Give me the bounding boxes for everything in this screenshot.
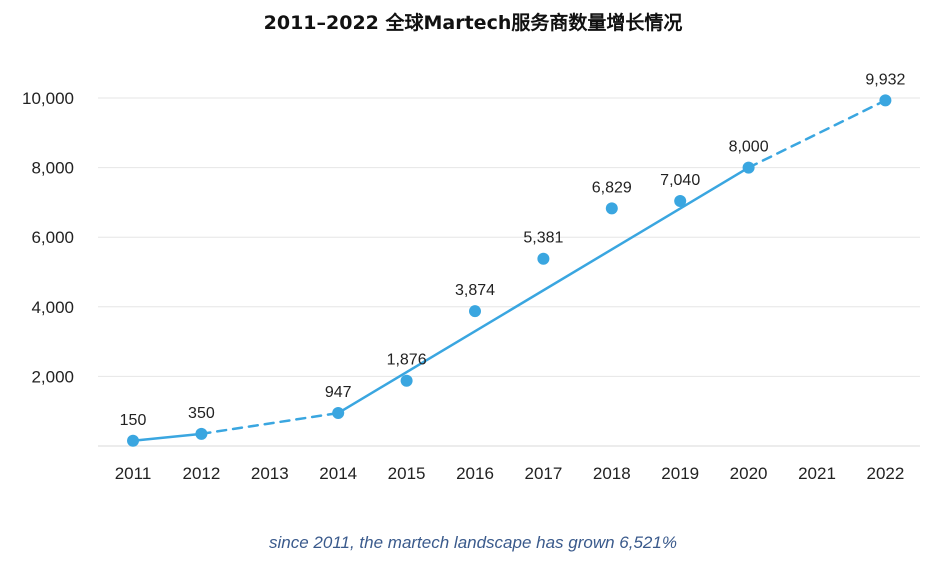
- data-point: [674, 195, 687, 208]
- x-tick-label: 2022: [866, 464, 904, 483]
- data-point: [400, 374, 413, 387]
- x-tick-label: 2015: [388, 464, 426, 483]
- y-tick-label: 10,000: [22, 89, 74, 108]
- series-line: [336, 166, 750, 415]
- data-label: 9,932: [865, 71, 905, 88]
- data-point: [127, 434, 139, 447]
- data-label: 5,381: [523, 230, 563, 247]
- data-label: 8,000: [729, 139, 769, 156]
- data-label: 3,874: [455, 282, 495, 299]
- series-line-dashed: [747, 99, 887, 169]
- data-point: [742, 161, 755, 174]
- x-tick-label: 2011: [115, 464, 152, 483]
- x-tick-label: 2013: [251, 464, 289, 483]
- data-label: 1,876: [387, 352, 427, 369]
- y-tick-label: 8,000: [31, 159, 74, 178]
- data-label: 6,829: [592, 179, 632, 196]
- chart-title: 2011–2022 全球Martech服务商数量增长情况: [263, 12, 683, 34]
- data-label: 947: [325, 384, 352, 401]
- data-point: [469, 305, 481, 318]
- data-label: 7,040: [660, 172, 700, 189]
- chart-caption: since 2011, the martech landscape has gr…: [269, 533, 677, 552]
- series-line: [131, 432, 203, 443]
- x-tick-label: 2018: [593, 464, 631, 483]
- data-label: 350: [188, 405, 215, 422]
- y-tick-label: 6,000: [31, 228, 74, 247]
- x-tick-label: 2020: [730, 464, 768, 483]
- x-tick-label: 2012: [182, 464, 220, 483]
- x-tick-label: 2014: [319, 464, 357, 483]
- series-line-dashed: [200, 411, 340, 436]
- y-tick-label: 2,000: [31, 367, 74, 386]
- data-point: [879, 94, 892, 107]
- x-tick-label: 2017: [524, 464, 562, 483]
- y-tick-label: 4,000: [31, 298, 74, 317]
- data-point: [605, 202, 618, 215]
- data-point: [332, 407, 345, 420]
- x-tick-label: 2019: [661, 464, 699, 483]
- x-tick-label: 2021: [798, 464, 836, 483]
- data-point: [195, 427, 208, 440]
- data-label: 150: [120, 412, 147, 429]
- x-tick-label: 2016: [456, 464, 494, 483]
- data-point: [537, 252, 550, 265]
